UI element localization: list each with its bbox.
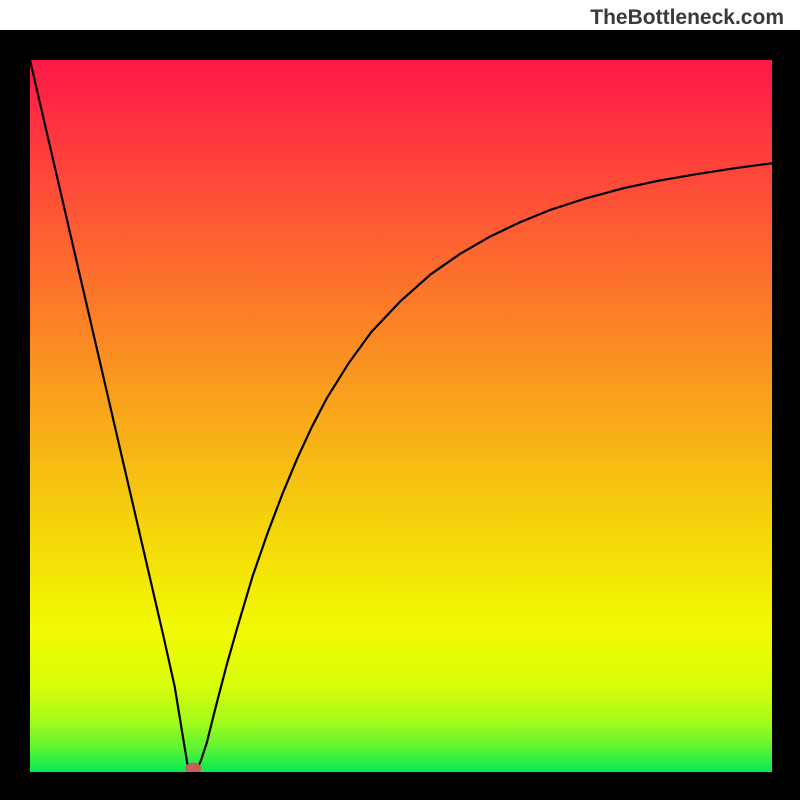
chart-container: TheBottleneck.com xyxy=(0,0,800,800)
plot-area xyxy=(30,60,772,772)
frame-left xyxy=(0,30,30,800)
frame-bottom xyxy=(0,770,800,800)
frame-top xyxy=(0,30,800,60)
plot-svg xyxy=(30,60,772,772)
watermark-text: TheBottleneck.com xyxy=(590,6,784,30)
frame-right xyxy=(770,30,800,800)
gradient-background xyxy=(30,60,772,772)
